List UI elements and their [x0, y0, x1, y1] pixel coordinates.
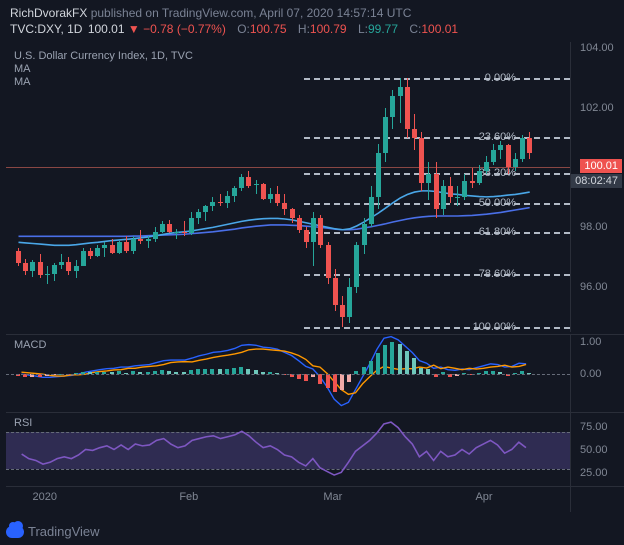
ticker[interactable]: TVC:DXY, 1D [10, 22, 82, 36]
published-source: TradingView.com, [162, 6, 259, 20]
macd-hist-bar [369, 361, 373, 374]
countdown-badge: 08:02:47 [571, 174, 622, 188]
ohlc-l: 99.77 [368, 22, 398, 36]
macd-hist-bar [412, 358, 416, 374]
fib-label: 61.80% [479, 226, 516, 238]
macd-chart[interactable]: MACD [6, 335, 570, 412]
macd-hist-bar [390, 342, 394, 374]
chart-title-block: U.S. Dollar Currency Index, 1D, TVC MA M… [14, 50, 193, 90]
macd-ytick: 1.00 [574, 336, 624, 348]
time-label: 2020 [33, 491, 57, 503]
price-ytick: 104.00 [574, 42, 624, 54]
macd-hist-bar [347, 374, 351, 382]
macd-hist-bar [405, 351, 409, 374]
rsi-axis[interactable]: 75.00 50.00 25.00 [570, 413, 624, 486]
ohlc-o-label: O: [237, 22, 250, 36]
macd-ytick: 0.00 [574, 368, 624, 380]
chart-title: U.S. Dollar Currency Index, 1D, TVC [14, 50, 193, 63]
macd-hist-bar [333, 374, 337, 392]
macd-hist-bar [383, 345, 387, 374]
time-label: Apr [475, 491, 492, 503]
macd-axis[interactable]: 1.00 0.00 [570, 335, 624, 412]
cloud-icon [6, 526, 24, 538]
ma-label-1: MA [14, 63, 193, 76]
rsi-ytick: 25.00 [574, 467, 624, 479]
time-axis[interactable]: 2020 Feb Mar Apr [6, 487, 570, 512]
tradingview-logo[interactable]: TradingView [6, 524, 100, 539]
macd-label: MACD [14, 339, 46, 351]
rsi-ytick: 75.00 [574, 421, 624, 433]
axis-corner [570, 487, 624, 512]
last-price: 100.01 [88, 22, 125, 36]
price-ytick: 102.00 [574, 102, 624, 114]
published-date: April 07, 2020 14:57:14 UTC [259, 6, 411, 20]
macd-hist-bar [326, 374, 330, 388]
ohlc-c: 100.01 [421, 22, 458, 36]
time-label: Feb [179, 491, 198, 503]
price-chart[interactable]: U.S. Dollar Currency Index, 1D, TVC MA M… [6, 42, 570, 332]
ohlc-l-label: L: [358, 22, 368, 36]
chevron-down-icon: ▼ [128, 22, 140, 36]
price-axis[interactable]: 96.0098.00100.00102.00104.00100.0108:02:… [570, 42, 624, 332]
macd-hist-bar [398, 344, 402, 374]
ohlc-o: 100.75 [250, 22, 287, 36]
fib-label: 100.00% [473, 321, 516, 333]
rsi-chart[interactable]: RSI [6, 413, 570, 486]
price-ytick: 96.00 [574, 281, 624, 293]
time-label: Mar [323, 491, 342, 503]
price-ytick: 98.00 [574, 221, 624, 233]
ma-label-2: MA [14, 76, 193, 89]
fib-label: 0.00% [485, 72, 516, 84]
last-price-badge: 100.01 [580, 159, 622, 173]
fib-label: 50.00% [479, 197, 516, 209]
ohlc-c-label: C: [409, 22, 421, 36]
published-prefix: published on [91, 6, 162, 20]
change-pct: (−0.77%) [177, 22, 226, 36]
macd-hist-bar [340, 374, 344, 390]
brand-text: TradingView [28, 524, 100, 539]
ohlc-h-label: H: [298, 22, 310, 36]
macd-hist-bar [318, 374, 322, 384]
macd-hist-bar [239, 367, 243, 374]
macd-hist-bar [362, 367, 366, 374]
ohlc-h: 100.79 [310, 22, 347, 36]
fib-label: 78.60% [479, 268, 516, 280]
rsi-ytick: 50.00 [574, 444, 624, 456]
author: RichDvorakFX [10, 6, 87, 20]
macd-hist-bar [376, 353, 380, 374]
macd-hist-bar [304, 374, 308, 381]
fib-label: 23.60% [479, 131, 516, 143]
change-abs: −0.78 [143, 22, 173, 36]
